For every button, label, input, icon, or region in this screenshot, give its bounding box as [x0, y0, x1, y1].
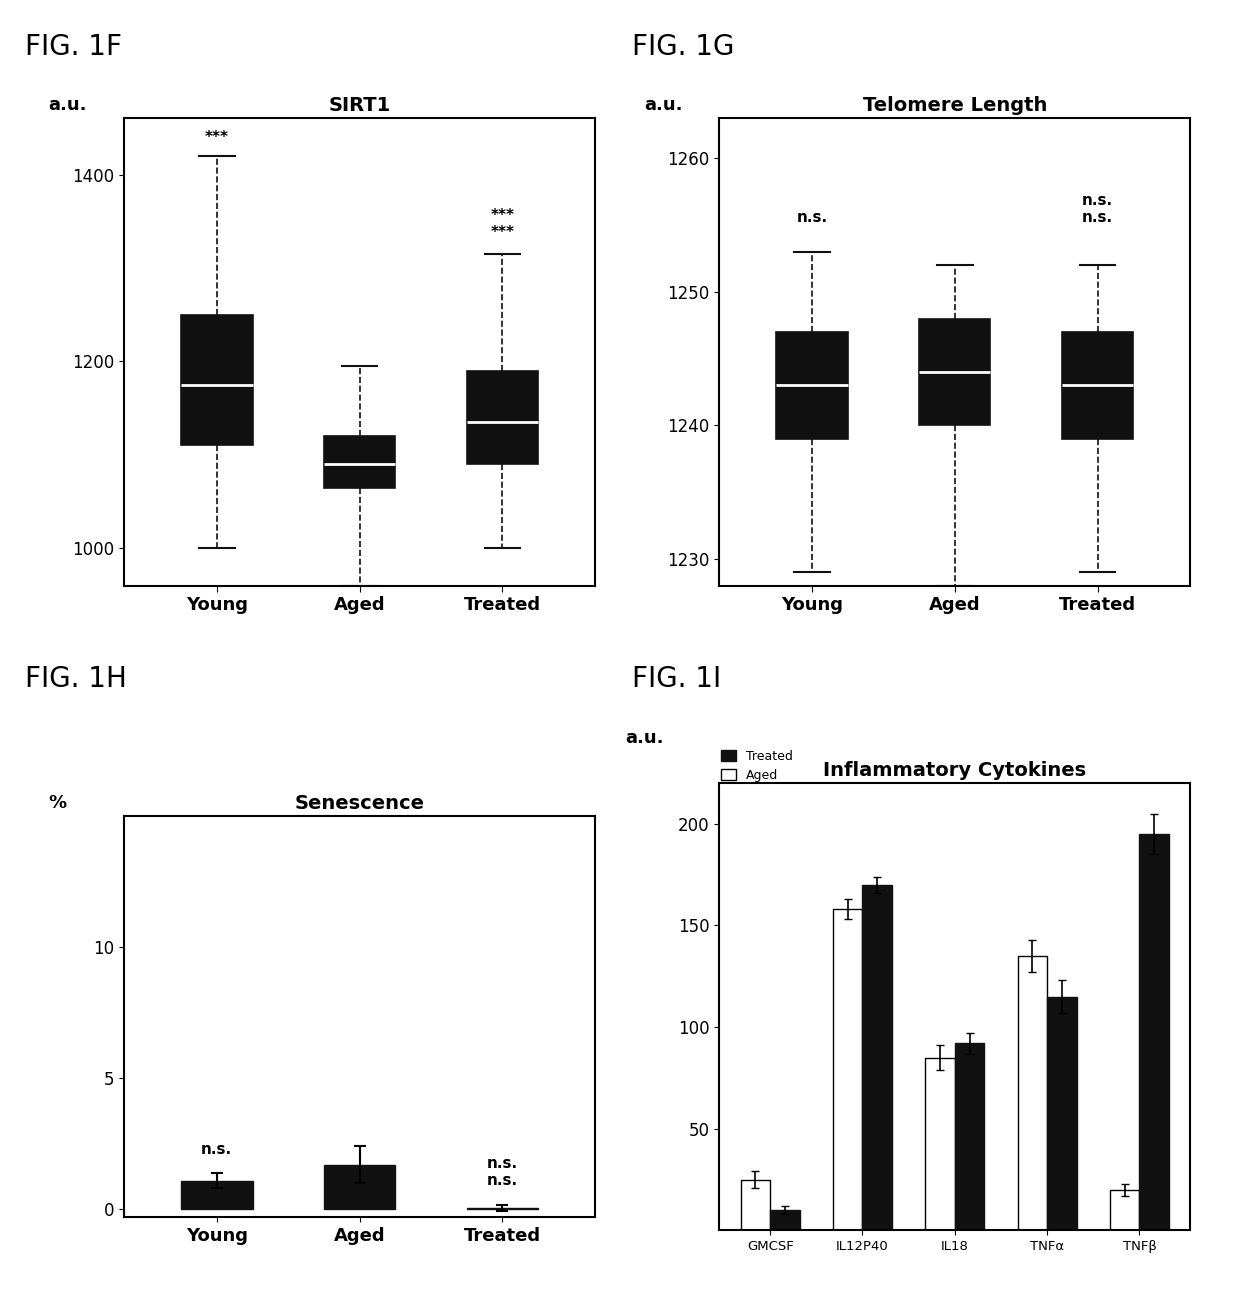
- Bar: [740, 1179, 770, 1230]
- Text: %: %: [48, 794, 67, 812]
- Title: Senescence: Senescence: [295, 794, 424, 813]
- Text: ***
***: *** ***: [490, 208, 515, 240]
- PathPatch shape: [324, 436, 396, 487]
- PathPatch shape: [181, 315, 253, 445]
- Text: a.u.: a.u.: [644, 96, 682, 113]
- PathPatch shape: [466, 371, 538, 465]
- Text: a.u.: a.u.: [48, 96, 87, 113]
- Text: n.s.: n.s.: [201, 1142, 232, 1157]
- Bar: [1018, 955, 1047, 1230]
- Text: a.u.: a.u.: [625, 729, 663, 747]
- Text: n.s.
n.s.: n.s. n.s.: [487, 1155, 518, 1188]
- Bar: [770, 1211, 800, 1230]
- Bar: [1140, 834, 1169, 1230]
- Bar: [181, 1180, 253, 1209]
- Title: Telomere Length: Telomere Length: [863, 96, 1047, 116]
- Text: FIG. 1G: FIG. 1G: [632, 33, 735, 61]
- Bar: [1047, 996, 1076, 1230]
- Text: FIG. 1I: FIG. 1I: [632, 665, 722, 692]
- Bar: [1110, 1190, 1140, 1230]
- Bar: [833, 909, 863, 1230]
- Bar: [955, 1044, 985, 1230]
- Text: FIG. 1F: FIG. 1F: [25, 33, 122, 61]
- Bar: [324, 1165, 396, 1209]
- Legend: Treated, Aged: Treated, Aged: [715, 745, 797, 787]
- PathPatch shape: [919, 318, 991, 425]
- PathPatch shape: [1061, 332, 1133, 438]
- Text: n.s.
n.s.: n.s. n.s.: [1083, 193, 1114, 225]
- Bar: [925, 1058, 955, 1230]
- Title: SIRT1: SIRT1: [329, 96, 391, 116]
- Bar: [863, 884, 892, 1230]
- Title: Inflammatory Cytokines: Inflammatory Cytokines: [823, 761, 1086, 780]
- Text: ***: ***: [205, 129, 229, 145]
- Text: n.s.: n.s.: [796, 211, 827, 225]
- PathPatch shape: [776, 332, 848, 438]
- Text: FIG. 1H: FIG. 1H: [25, 665, 126, 692]
